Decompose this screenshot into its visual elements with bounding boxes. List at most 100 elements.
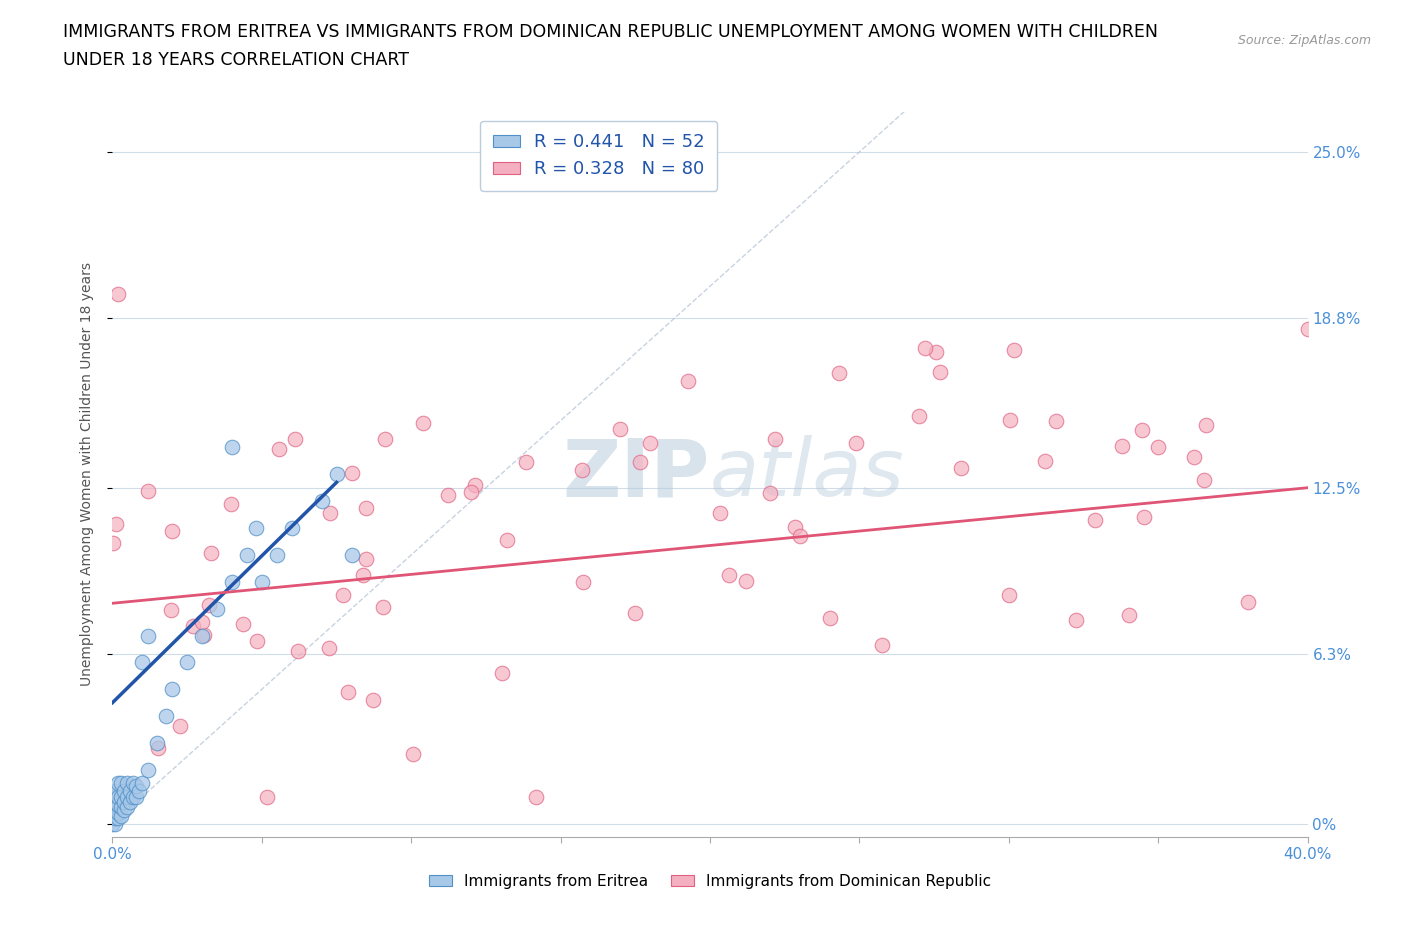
Point [354, 551, 377, 566]
Point [402, 747, 425, 762]
Point [138, 763, 160, 777]
Point [160, 524, 183, 538]
Point [609, 421, 631, 436]
Point [107, 797, 129, 812]
Point [122, 790, 145, 804]
Point [245, 521, 267, 536]
Point [281, 521, 304, 536]
Point [789, 529, 811, 544]
Point [101, 808, 124, 823]
Point [571, 463, 593, 478]
Point [200, 546, 222, 561]
Point [221, 575, 243, 590]
Point [491, 666, 513, 681]
Point [352, 568, 374, 583]
Point [131, 655, 153, 670]
Point [735, 573, 758, 588]
Text: IMMIGRANTS FROM ERITREA VS IMMIGRANTS FROM DOMINICAN REPUBLIC UNEMPLOYMENT AMONG: IMMIGRANTS FROM ERITREA VS IMMIGRANTS FR… [63, 23, 1159, 41]
Point [110, 800, 132, 815]
Text: UNDER 18 YEARS CORRELATION CHART: UNDER 18 YEARS CORRELATION CHART [63, 51, 409, 69]
Y-axis label: Unemployment Among Women with Children Under 18 years: Unemployment Among Women with Children U… [80, 262, 94, 686]
Point [104, 784, 127, 799]
Point [914, 340, 936, 355]
Point [524, 790, 547, 804]
Point [198, 598, 221, 613]
Point [1195, 418, 1218, 432]
Point [640, 435, 662, 450]
Point [256, 790, 278, 804]
Point [128, 784, 150, 799]
Point [101, 803, 124, 817]
Point [105, 517, 128, 532]
Point [340, 465, 363, 480]
Point [1064, 612, 1087, 627]
Point [107, 776, 129, 790]
Point [181, 618, 204, 633]
Point [412, 416, 434, 431]
Point [104, 817, 127, 831]
Point [191, 628, 214, 643]
Point [845, 435, 868, 450]
Point [221, 440, 243, 455]
Point [572, 575, 595, 590]
Point [1045, 414, 1067, 429]
Point [131, 776, 153, 790]
Text: Source: ZipAtlas.com: Source: ZipAtlas.com [1237, 34, 1371, 47]
Point [709, 505, 731, 520]
Point [287, 644, 309, 658]
Legend: Immigrants from Eritrea, Immigrants from Dominican Republic: Immigrants from Eritrea, Immigrants from… [423, 868, 997, 895]
Point [624, 606, 647, 621]
Point [176, 655, 198, 670]
Point [110, 790, 132, 804]
Text: ZIP: ZIP [562, 435, 710, 513]
Text: atlas: atlas [710, 435, 905, 513]
Point [1237, 595, 1260, 610]
Point [117, 800, 139, 815]
Point [354, 500, 377, 515]
Point [676, 373, 699, 388]
Point [117, 776, 139, 790]
Point [998, 588, 1021, 603]
Point [1111, 438, 1133, 453]
Point [783, 520, 806, 535]
Point [232, 617, 254, 631]
Point [332, 588, 354, 603]
Point [340, 548, 363, 563]
Point [103, 536, 125, 551]
Point [107, 286, 129, 301]
Point [515, 455, 537, 470]
Point [628, 455, 651, 470]
Point [114, 803, 135, 817]
Point [460, 485, 482, 499]
Point [269, 441, 291, 456]
Point [219, 497, 242, 512]
Point [122, 776, 145, 790]
Point [155, 709, 177, 724]
Point [1000, 412, 1022, 427]
Point [114, 784, 135, 799]
Point [374, 432, 396, 447]
Point [159, 603, 181, 618]
Point [250, 575, 273, 590]
Point [125, 790, 148, 804]
Point [193, 627, 215, 642]
Point [1182, 449, 1205, 464]
Point [1192, 473, 1215, 488]
Point [318, 506, 340, 521]
Point [107, 790, 129, 804]
Point [266, 548, 288, 563]
Point [929, 365, 952, 379]
Point [325, 467, 347, 482]
Point [107, 811, 129, 826]
Point [717, 567, 740, 582]
Point [925, 344, 948, 359]
Point [437, 487, 460, 502]
Point [318, 641, 340, 656]
Point [496, 533, 519, 548]
Point [104, 794, 127, 809]
Point [246, 633, 269, 648]
Point [101, 794, 124, 809]
Point [107, 805, 129, 820]
Point [818, 611, 841, 626]
Point [870, 638, 893, 653]
